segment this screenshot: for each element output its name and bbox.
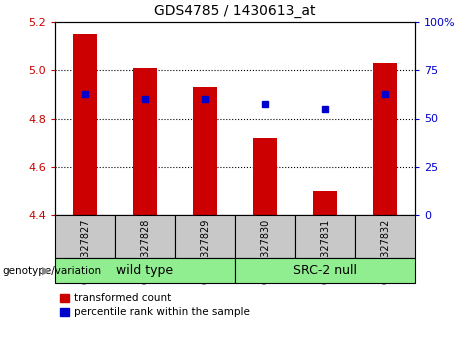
Bar xyxy=(355,215,415,258)
Bar xyxy=(373,63,397,215)
Legend: transformed count, percentile rank within the sample: transformed count, percentile rank withi… xyxy=(60,293,249,317)
Text: genotype/variation: genotype/variation xyxy=(2,265,101,276)
Bar xyxy=(55,215,115,258)
Bar xyxy=(115,215,175,258)
Bar xyxy=(313,191,337,215)
Text: GSM1327830: GSM1327830 xyxy=(260,219,270,284)
Text: GSM1327828: GSM1327828 xyxy=(140,219,150,284)
Bar xyxy=(55,258,235,283)
Bar xyxy=(235,215,295,258)
Bar xyxy=(253,138,277,215)
Bar xyxy=(193,87,217,215)
Text: SRC-2 null: SRC-2 null xyxy=(293,264,357,277)
Text: GSM1327827: GSM1327827 xyxy=(80,219,90,284)
Text: wild type: wild type xyxy=(117,264,173,277)
Bar xyxy=(175,215,235,258)
Title: GDS4785 / 1430613_at: GDS4785 / 1430613_at xyxy=(154,4,316,18)
Text: GSM1327829: GSM1327829 xyxy=(200,219,210,284)
Bar xyxy=(73,34,97,215)
Text: GSM1327832: GSM1327832 xyxy=(380,219,390,284)
Text: GSM1327831: GSM1327831 xyxy=(320,219,330,284)
Bar xyxy=(295,215,355,258)
Bar xyxy=(133,68,157,215)
Text: ▶: ▶ xyxy=(42,265,50,276)
Bar xyxy=(235,258,415,283)
